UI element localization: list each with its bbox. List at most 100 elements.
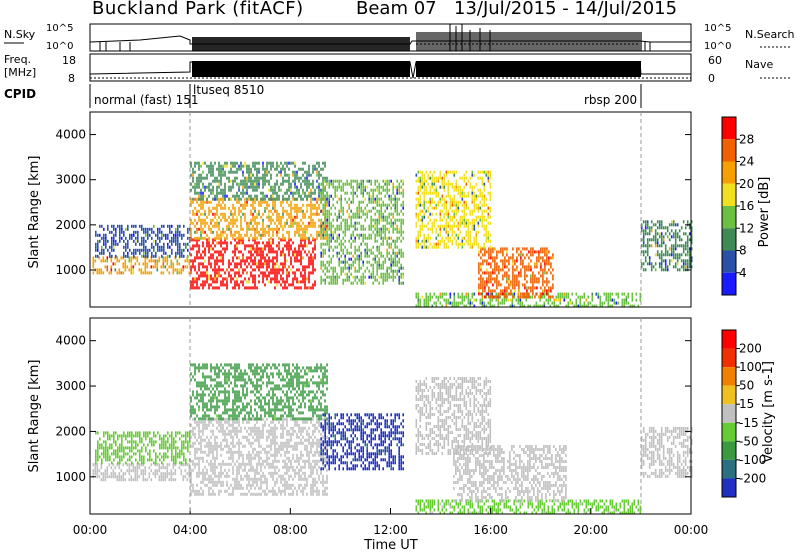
data-cell [380,266,382,270]
data-cell [140,268,143,272]
data-cell [206,277,208,281]
data-cell [360,275,362,279]
data-cell [133,440,135,444]
data-cell [480,256,482,260]
data-cell [181,449,183,453]
data-cell [650,238,653,242]
data-cell [502,247,504,251]
data-cell [260,259,262,263]
data-cell [296,212,298,216]
data-cell [487,191,490,195]
data-cell [398,257,400,261]
data-cell [531,295,534,299]
data-cell [443,203,446,207]
data-cell [427,221,430,225]
data-cell [342,212,344,216]
data-cell [308,185,310,189]
data-cell [181,254,183,258]
data-cell [664,265,667,269]
data-cell [276,253,278,257]
data-cell [320,260,322,264]
data-cell [198,447,200,451]
data-cell [561,292,564,296]
data-cell [423,239,426,243]
data-cell [376,200,378,204]
data-cell [443,206,446,210]
data-cell [310,224,312,228]
data-cell [147,251,149,255]
data-cell [660,241,663,245]
data-cell [324,278,326,282]
data-cell [421,221,424,225]
data-cell [473,242,476,246]
data-cell [394,245,396,249]
data-cell [322,221,324,225]
data-cell [204,200,206,204]
data-cell [334,191,336,195]
data-cell [262,280,264,284]
data-cell [131,461,133,465]
data-cell [615,292,618,296]
data-cell [282,247,284,251]
data-cell [220,274,222,278]
data-cell [185,431,187,435]
data-cell [244,218,246,222]
data-cell [278,188,280,192]
data-cell [350,179,352,183]
data-cell [534,265,536,269]
data-cell [230,197,232,201]
data-cell [435,212,438,216]
data-cell [208,209,210,213]
data-cell [511,301,514,305]
data-cell [658,220,661,224]
data-cell [360,206,362,210]
data-cell [300,182,302,186]
data-cell [268,182,270,186]
data-cell [165,443,167,447]
data-cell [390,194,392,198]
data-cell [159,236,161,240]
data-cell [656,238,659,242]
data-cell [132,268,135,272]
data-cell [240,224,242,228]
data-cell [132,478,135,482]
data-cell [469,304,472,308]
data-cell [423,203,426,207]
data-cell [169,227,171,231]
data-cell [157,455,159,459]
data-cell [457,224,460,228]
data-cell [168,472,171,476]
data-cell [204,483,206,487]
data-cell [112,463,115,467]
data-cell [532,283,534,287]
data-cell [266,173,268,177]
data-cell [94,466,97,470]
data-cell [117,446,119,450]
data-cell [552,283,554,287]
data-cell [455,185,458,189]
data-cell [202,170,204,174]
data-cell [252,212,254,216]
data-cell [514,289,516,293]
data-cell [264,244,266,248]
data-cell [118,268,121,272]
data-cell [372,194,374,198]
data-cell [116,478,119,482]
data-cell [258,250,260,254]
data-cell [512,262,514,266]
data-cell [644,232,647,236]
data-cell [202,203,204,207]
data-cell [194,191,196,195]
data-cell [439,239,442,243]
data-cell [615,301,618,305]
data-cell [113,248,115,252]
data-cell [467,233,470,237]
data-cell [439,185,442,189]
data-cell [425,236,428,240]
data-cell [322,209,324,213]
data-cell [282,280,284,284]
data-cell [121,224,123,228]
data-cell [340,179,342,183]
data-cell [208,438,210,442]
data-cell [662,226,665,230]
